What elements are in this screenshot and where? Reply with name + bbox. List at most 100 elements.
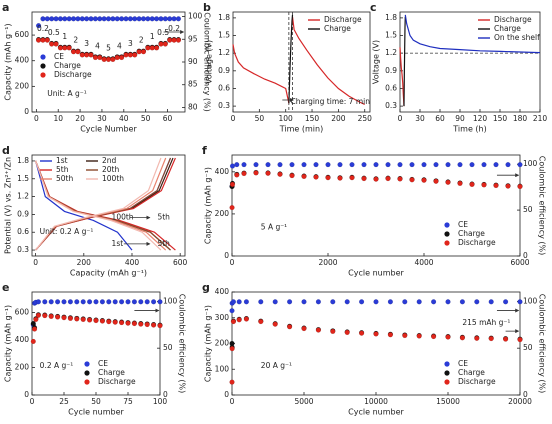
legend-swatch bbox=[40, 72, 46, 78]
x-tick-label: 25 bbox=[59, 397, 69, 406]
data-point bbox=[397, 162, 403, 168]
y-tick-label: 0.9 bbox=[17, 209, 29, 218]
panel-label: b bbox=[203, 1, 211, 14]
y-axis-label: Capacity (mAh g⁻¹) bbox=[204, 167, 213, 244]
data-point bbox=[92, 54, 98, 61]
data-point bbox=[517, 162, 523, 168]
data-point bbox=[301, 299, 307, 305]
y2-tick-label: 85 bbox=[188, 80, 198, 89]
y-tick-label: 400 bbox=[215, 287, 230, 296]
data-point bbox=[272, 299, 278, 305]
panel: b 0 50 100 150 200 250 0.3 0.6 0.9 1.2 1.5 1.8 Time (… bbox=[203, 1, 372, 134]
data-point bbox=[289, 162, 295, 168]
data-point bbox=[373, 331, 379, 337]
legend-label: 50th bbox=[56, 174, 73, 183]
data-point bbox=[162, 16, 168, 22]
x-tick-label: 5000 bbox=[294, 397, 313, 406]
y2-tick-label: 80 bbox=[188, 102, 198, 111]
x-tick-label: 60 bbox=[163, 114, 173, 123]
rate-label: 0.5 bbox=[157, 28, 169, 37]
panel-label: f bbox=[202, 144, 207, 157]
y2-axis-label: Coulombic efficiency (%) bbox=[203, 12, 212, 112]
rate-label: 2 bbox=[73, 36, 78, 45]
rate-label: 3 bbox=[128, 39, 133, 48]
data-point bbox=[445, 299, 451, 305]
annotation: 1st bbox=[112, 239, 124, 248]
data-point bbox=[99, 299, 105, 305]
data-point bbox=[359, 299, 365, 305]
data-point bbox=[66, 16, 72, 22]
plot-frame bbox=[399, 11, 541, 113]
data-point bbox=[66, 45, 72, 51]
y-tick-label: 1.2 bbox=[385, 48, 397, 57]
data-point bbox=[488, 299, 494, 305]
data-point bbox=[119, 320, 125, 326]
x-tick-label: 15000 bbox=[436, 397, 460, 406]
rate-label: 4 bbox=[95, 42, 100, 51]
panel-label: d bbox=[2, 144, 10, 157]
data-point bbox=[234, 162, 240, 168]
y-tick-label: 400 bbox=[15, 56, 30, 65]
data-point bbox=[145, 45, 151, 51]
annotation: 5th bbox=[157, 213, 170, 222]
y2-axis-label: Coulombic efficiency (%) bbox=[178, 294, 187, 394]
data-point bbox=[481, 162, 487, 168]
rate-label: 0.5 bbox=[48, 28, 60, 37]
data-point bbox=[144, 321, 150, 328]
x-tick-label: 30 bbox=[97, 114, 107, 123]
data-point bbox=[114, 16, 120, 22]
data-point bbox=[175, 37, 181, 43]
data-point bbox=[313, 162, 319, 168]
data-point bbox=[402, 299, 408, 305]
data-point bbox=[265, 162, 271, 168]
data-point bbox=[416, 333, 422, 339]
y-tick-label: 1.5 bbox=[385, 31, 397, 40]
data-point bbox=[459, 335, 465, 341]
data-point bbox=[101, 56, 107, 62]
data-point bbox=[459, 299, 465, 305]
x-axis-label: Cycle number bbox=[68, 408, 124, 417]
annotation: 100th bbox=[112, 213, 134, 222]
data-point bbox=[131, 321, 137, 327]
data-point bbox=[35, 299, 41, 305]
rate-label: 3 bbox=[84, 39, 89, 48]
data-point bbox=[157, 299, 163, 305]
data-point bbox=[49, 41, 55, 47]
data-point bbox=[123, 52, 129, 58]
data-point bbox=[145, 16, 151, 22]
y-tick-label: 0.3 bbox=[218, 101, 230, 110]
data-point bbox=[70, 16, 77, 22]
y2-tick-label: 0 bbox=[523, 251, 528, 260]
x-tick-label: 250 bbox=[358, 114, 373, 123]
data-point bbox=[229, 308, 235, 314]
legend-label: 5th bbox=[56, 165, 69, 174]
data-point bbox=[493, 162, 499, 168]
data-point bbox=[80, 316, 86, 323]
data-point bbox=[431, 299, 437, 305]
x-tick-label: 0 bbox=[231, 114, 236, 123]
data-point bbox=[127, 16, 133, 22]
data-point bbox=[33, 316, 39, 323]
data-point bbox=[125, 320, 131, 326]
y-tick-label: 1.8 bbox=[17, 156, 29, 165]
data-point bbox=[344, 329, 350, 335]
data-point bbox=[40, 16, 46, 22]
data-point bbox=[93, 318, 99, 324]
y2-tick-label: 0 bbox=[523, 390, 528, 399]
y-tick-label: 0.3 bbox=[17, 245, 29, 254]
data-point bbox=[140, 16, 147, 22]
x-tick-label: 10 bbox=[53, 114, 63, 123]
data-point bbox=[315, 327, 321, 333]
legend-label: Discharge bbox=[458, 238, 496, 247]
data-point bbox=[469, 162, 475, 168]
y-axis-label: Voltage (V) bbox=[372, 40, 381, 84]
rate-label: 2 bbox=[139, 36, 144, 45]
x-axis-label: Cycle number bbox=[348, 408, 404, 417]
y2-tick-label: 100 bbox=[523, 296, 538, 305]
legend-swatch bbox=[444, 222, 450, 228]
y-tick-label: 1.2 bbox=[218, 48, 230, 57]
y-tick-label: 300 bbox=[215, 313, 230, 322]
x-tick-label: 20 bbox=[75, 114, 85, 123]
data-point bbox=[97, 54, 103, 61]
data-point bbox=[44, 37, 50, 43]
